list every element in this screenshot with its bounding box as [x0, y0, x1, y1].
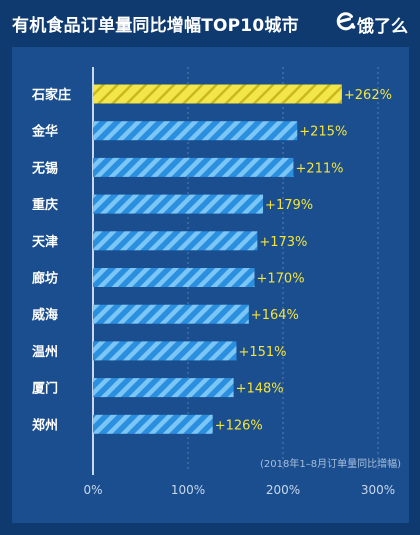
bar	[93, 268, 255, 287]
chart-panel: 石家庄 +262% 金华 +215% 无锡 +211% 重庆 +179% 天津 +173% 廊坊 +1…	[12, 47, 409, 523]
category-label: 郑州	[32, 417, 58, 433]
category-label: 无锡	[31, 160, 58, 176]
category-label: 重庆	[32, 197, 58, 213]
category-label: 天津	[32, 234, 58, 250]
bars: 石家庄 +262% 金华 +215% 无锡 +211% 重庆 +179% 天津 +173% 廊坊 +1…	[31, 84, 392, 434]
logo-text: 饿了么	[357, 17, 408, 37]
x-axis: 0% 100% 200% 300%	[83, 483, 395, 497]
value-label: +151%	[238, 345, 286, 360]
eleme-logo-icon	[336, 12, 356, 31]
bar	[93, 414, 213, 434]
bar	[93, 341, 237, 361]
x-tick-label: 200%	[266, 483, 300, 497]
category-label: 威海	[32, 307, 58, 323]
x-tick-label: 0%	[83, 483, 102, 497]
bar	[93, 231, 258, 251]
header: 有机食品订单量同比增幅TOP10城市 饿了么	[0, 0, 420, 44]
value-label: +211%	[295, 161, 343, 176]
bar	[93, 378, 234, 398]
chart-annotation: (2018年1–8月订单量同比增幅)	[260, 457, 401, 470]
value-label: +215%	[299, 125, 347, 140]
value-label: +170%	[257, 272, 305, 287]
category-label: 廊坊	[32, 271, 58, 287]
value-label: +126%	[215, 418, 263, 433]
chart-title: 有机食品订单量同比增幅TOP10城市	[12, 16, 299, 36]
brand-logo: 饿了么	[335, 8, 417, 37]
bar	[93, 121, 298, 141]
value-label: +179%	[265, 198, 313, 213]
value-label: +164%	[251, 308, 299, 323]
value-label: +148%	[236, 382, 284, 397]
bar	[93, 304, 249, 324]
bar-chart: 石家庄 +262% 金华 +215% 无锡 +211% 重庆 +179% 天津 +173% 廊坊 +1…	[31, 67, 401, 497]
value-label: +262%	[344, 88, 392, 103]
highlight-bar	[93, 84, 342, 104]
value-label: +173%	[259, 235, 307, 250]
category-label: 厦门	[32, 381, 58, 397]
bar	[93, 157, 294, 177]
category-label: 石家庄	[31, 87, 71, 103]
x-tick-label: 100%	[171, 483, 205, 497]
category-label: 温州	[32, 345, 58, 360]
bar	[93, 194, 264, 214]
x-tick-label: 300%	[361, 483, 395, 497]
category-label: 金华	[31, 124, 58, 140]
